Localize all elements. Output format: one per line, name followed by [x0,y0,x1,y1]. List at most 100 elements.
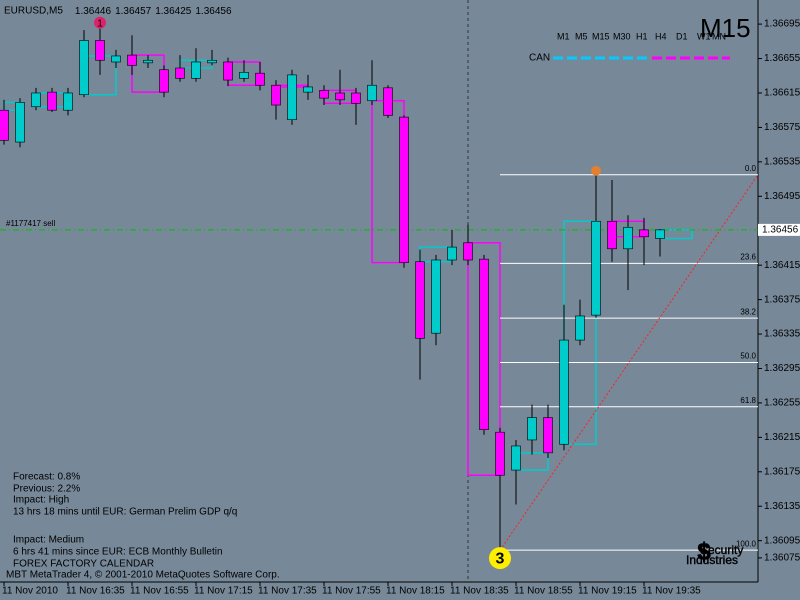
fib-label: 61.8 [740,396,756,405]
title-open: 1.36446 [75,6,112,17]
y-tick-label: 1.36135 [764,501,800,512]
calendar-line: Impact: High [13,495,69,506]
x-tick-label: 11 Nov 18:15 [386,586,445,597]
y-tick-label: 1.36175 [764,466,800,477]
x-tick-label: 11 Nov 18:35 [450,586,509,597]
candle-body [207,59,217,64]
candle-body [223,61,233,81]
calendar-line: Impact: Medium [13,535,84,546]
candle-body [47,91,57,111]
logo-line1: Security [700,543,743,557]
candle-body [159,69,169,93]
x-tick-label: 11 Nov 17:55 [322,586,381,597]
timeframe: M5 [575,31,588,41]
candle-body [383,87,393,116]
timeframe: H1 [636,31,648,41]
current-price: 1.36456 [762,225,799,236]
timeframe: D1 [676,31,688,41]
candle-body [0,109,9,141]
copyright: MBT MetaTrader 4, © 2001-2010 MetaQuotes… [6,570,280,581]
title-close: 1.36456 [195,6,232,17]
y-tick-label: 1.36415 [764,260,800,271]
x-tick-label: 11 Nov 19:35 [642,586,701,597]
candle-body [15,102,25,143]
timeframe: M30 [613,31,631,41]
candle-body [351,92,361,104]
y-tick-label: 1.36295 [764,363,800,374]
y-tick-label: 1.36575 [764,122,800,133]
y-tick-label: 1.36495 [764,191,800,202]
price-box [758,223,800,236]
marker-label: 3 [496,550,505,567]
candle-body [79,40,89,96]
candle-body [607,220,617,250]
logo-symbol: $ [697,538,711,565]
candle-body [111,55,121,63]
candle-body [511,445,521,471]
y-tick-label: 1.36095 [764,535,800,546]
candle-body [63,92,73,111]
y-tick-label: 1.36615 [764,88,800,99]
candle-body [479,258,489,430]
candle-body [639,229,649,238]
calendar-line: 6 hrs 41 mins since EUR: ECB Monthly Bul… [13,547,223,558]
y-tick-label: 1.36215 [764,432,800,443]
timeframe: H4 [655,31,667,41]
candle-body [175,67,185,79]
x-tick-label: 11 Nov 19:15 [578,586,637,597]
candle-body [335,92,345,101]
y-tick-label: 1.36335 [764,329,800,340]
candle-body [287,74,297,120]
fib-label: 38.2 [740,307,756,316]
candle-body [415,261,425,339]
candle-body [239,72,249,79]
candle-body [95,40,105,61]
y-tick-label: 1.36075 [764,553,800,564]
candle-body [623,226,633,250]
timeframe-badge: M15 [700,13,751,43]
chart-title: EURUSD,M5 1.36446 1.36457 1.36425 1.36456 [4,6,232,17]
candle-body [495,431,505,476]
y-tick-label: 1.36375 [764,294,800,305]
x-tick-label: 11 Nov 16:35 [66,586,125,597]
candle-body [319,90,329,99]
candle-body [143,59,153,64]
order-label: #1177417 sell [6,219,55,228]
title-low: 1.36425 [155,6,192,17]
calendar-line: Previous: 2.2% [13,484,80,495]
title-high: 1.36457 [115,6,152,17]
fib-label: 100.0 [736,539,757,548]
candle-body [303,86,313,93]
can-label: CAN [529,53,550,64]
x-tick-label: 11 Nov 17:15 [194,586,253,597]
candle-body [527,417,537,441]
candle-body [367,84,377,102]
x-tick-label: 11 Nov 17:35 [258,586,317,597]
marker-label: 1 [97,18,103,29]
fib-label: 0.0 [745,164,757,173]
calendar-line: FOREX FACTORY CALENDAR [13,559,154,570]
logo-line2: Industries [686,553,738,567]
x-tick-label: 11 Nov 16:55 [130,586,189,597]
candle-body [255,72,265,86]
x-tick-label: 11 Nov 18:55 [514,586,573,597]
candle-body [31,92,41,108]
y-tick-label: 1.36255 [764,398,800,409]
y-tick-label: 1.36695 [764,19,800,30]
timeframe: M15 [592,31,610,41]
marker [489,547,511,570]
fib-label: 23.6 [740,252,756,261]
candle-body [655,229,665,239]
marker [94,16,106,29]
candle-body [559,339,569,445]
htf-box [467,242,501,476]
calendar-line: Forecast: 0.8% [13,472,80,483]
timeframe: W1 [697,31,711,41]
fib-label: 50.0 [740,352,756,361]
timeframe: MN [712,31,726,41]
candle-body [431,259,441,334]
marker [591,165,601,176]
candle-body [543,417,553,454]
candle-body [127,54,137,66]
